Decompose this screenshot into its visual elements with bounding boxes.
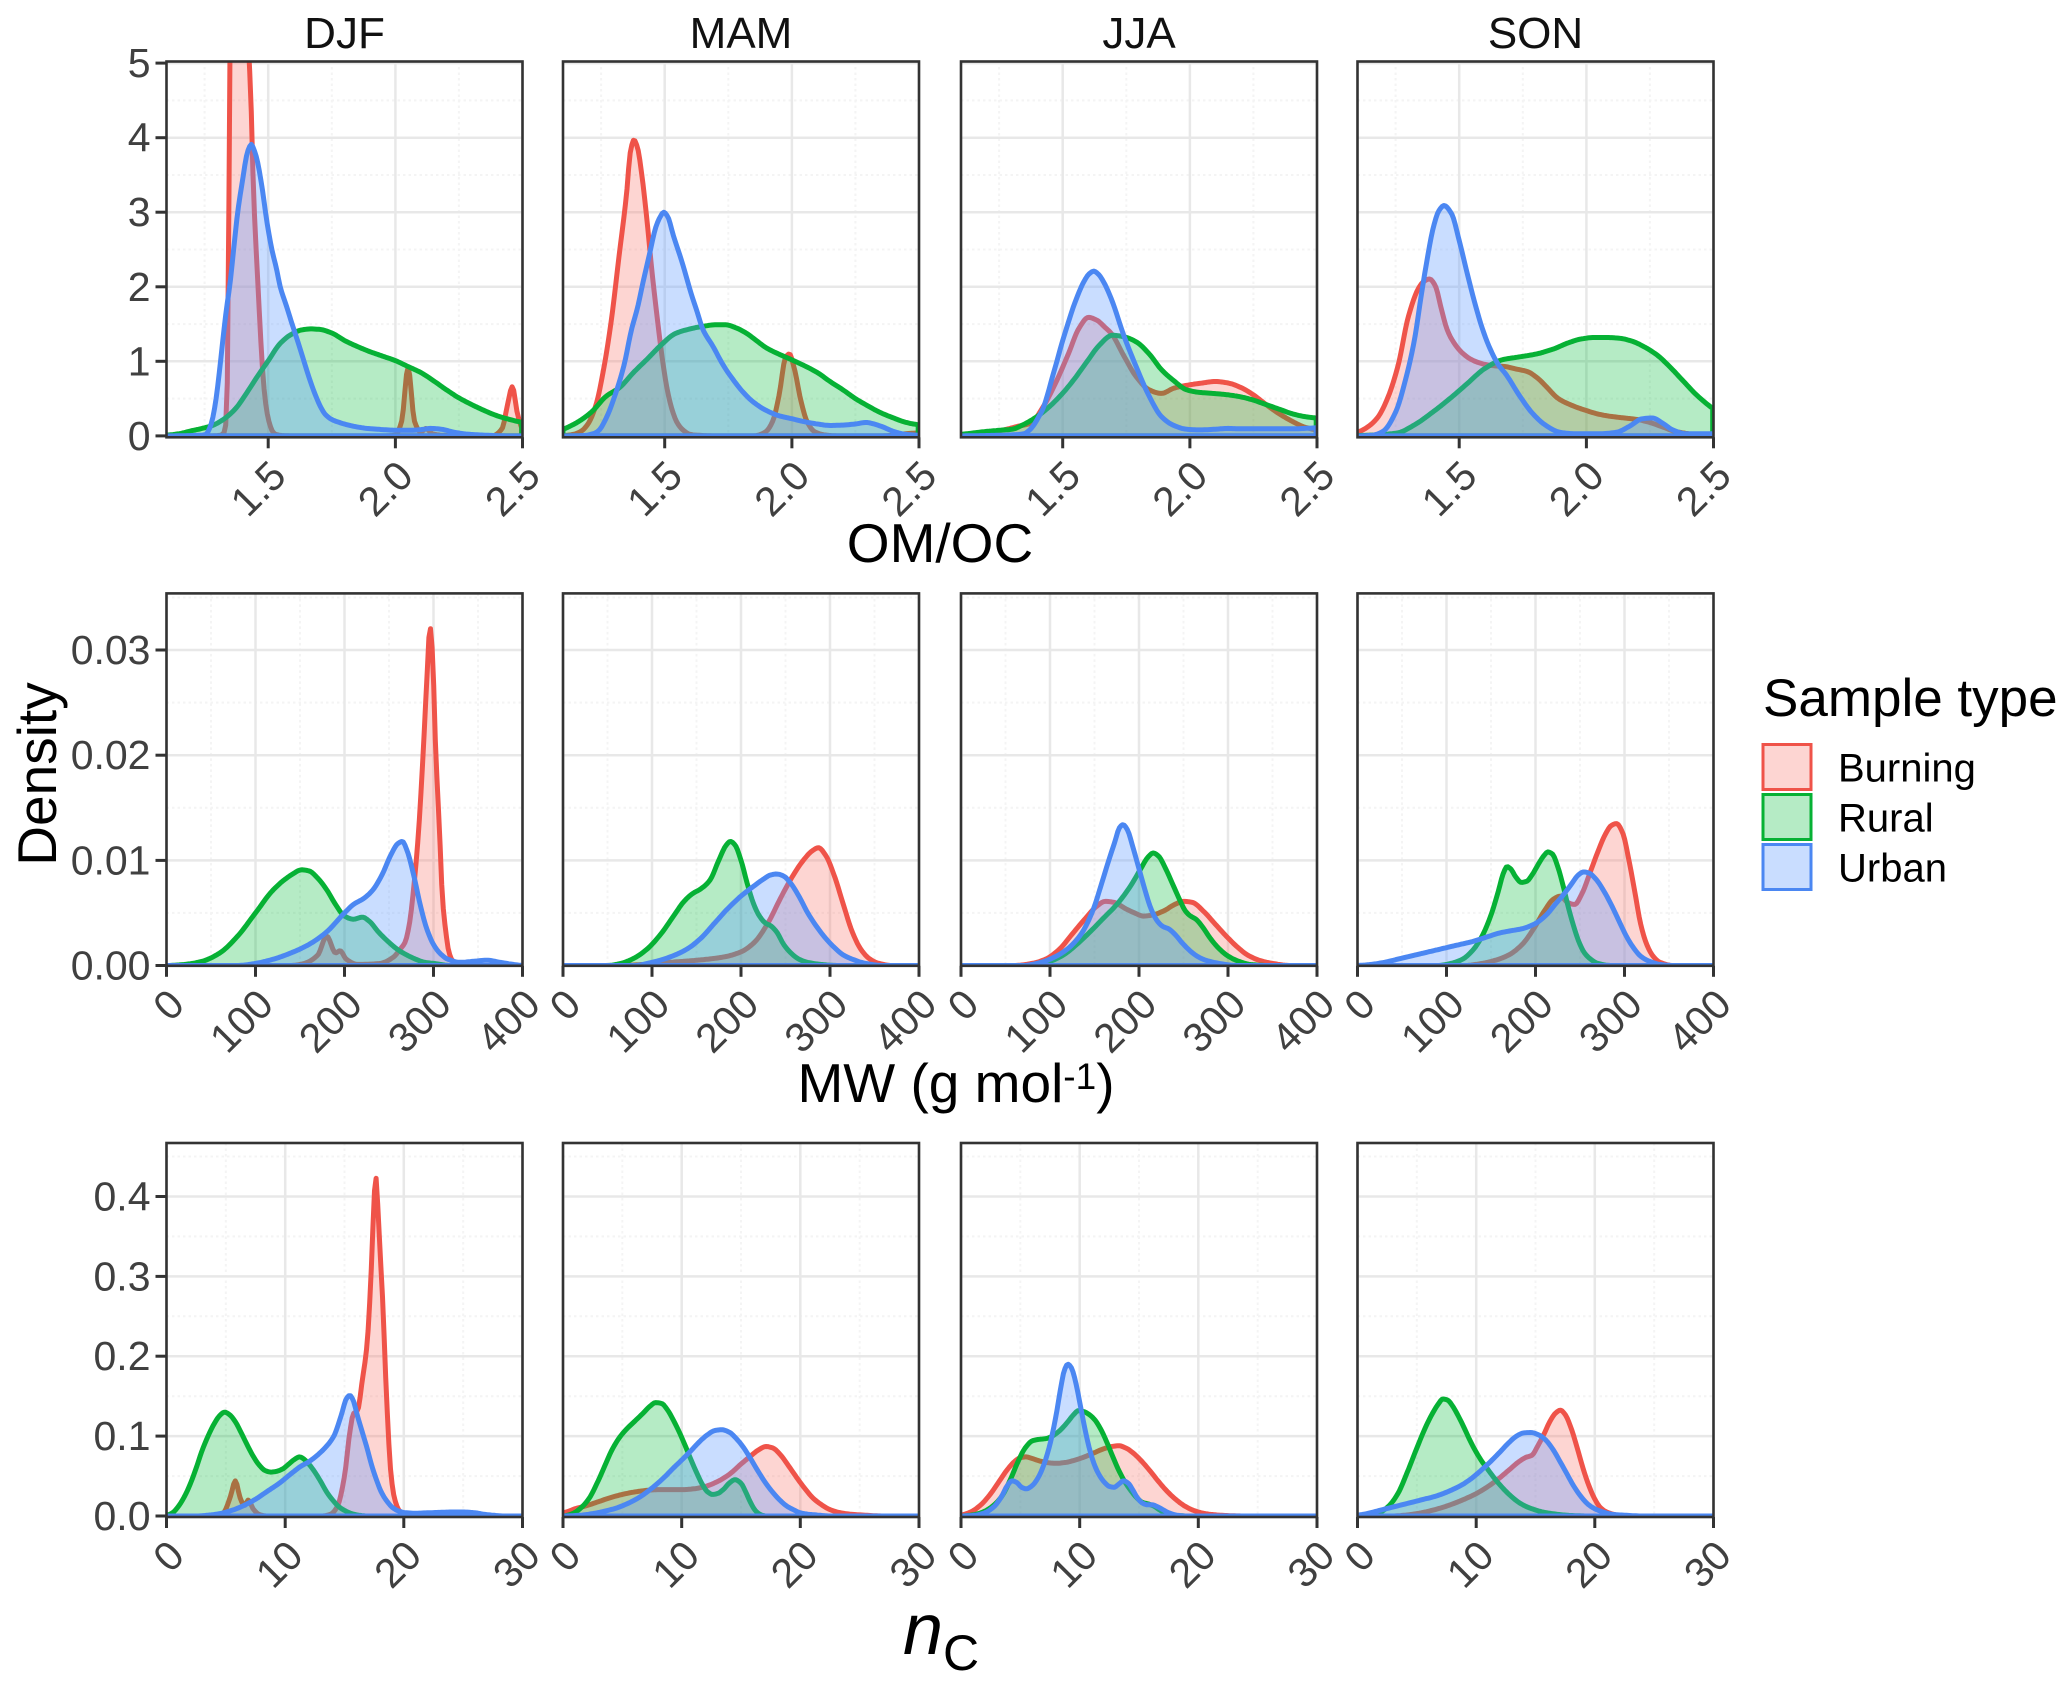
svg-text:Sample type: Sample type bbox=[1763, 669, 2058, 728]
svg-text:SON: SON bbox=[1488, 9, 1583, 58]
svg-text:Density: Density bbox=[6, 682, 68, 866]
svg-text:0.0: 0.0 bbox=[94, 1493, 151, 1539]
svg-text:0.2: 0.2 bbox=[94, 1333, 151, 1379]
svg-text:0.1: 0.1 bbox=[94, 1413, 151, 1459]
svg-text:0: 0 bbox=[128, 413, 151, 459]
svg-text:0.3: 0.3 bbox=[94, 1253, 151, 1299]
svg-text:2: 2 bbox=[128, 264, 151, 310]
svg-text:Rural: Rural bbox=[1838, 797, 1934, 841]
svg-text:3: 3 bbox=[128, 189, 151, 235]
svg-text:MAM: MAM bbox=[690, 9, 793, 58]
svg-text:Urban: Urban bbox=[1838, 847, 1947, 891]
svg-text:0.4: 0.4 bbox=[94, 1174, 151, 1220]
svg-text:0.01: 0.01 bbox=[71, 837, 151, 883]
svg-text:JJA: JJA bbox=[1102, 9, 1176, 58]
svg-text:DJF: DJF bbox=[304, 9, 385, 58]
svg-text:OM/OC: OM/OC bbox=[847, 512, 1033, 574]
svg-text:0.03: 0.03 bbox=[71, 627, 151, 673]
svg-text:5: 5 bbox=[128, 40, 151, 86]
svg-text:0.00: 0.00 bbox=[71, 943, 151, 989]
svg-text:Burning: Burning bbox=[1838, 747, 1976, 791]
svg-text:4: 4 bbox=[128, 115, 151, 161]
svg-text:0.02: 0.02 bbox=[71, 732, 151, 778]
svg-text:MW (g mol-1): MW (g mol-1) bbox=[797, 1052, 1114, 1114]
svg-text:1: 1 bbox=[128, 338, 151, 384]
